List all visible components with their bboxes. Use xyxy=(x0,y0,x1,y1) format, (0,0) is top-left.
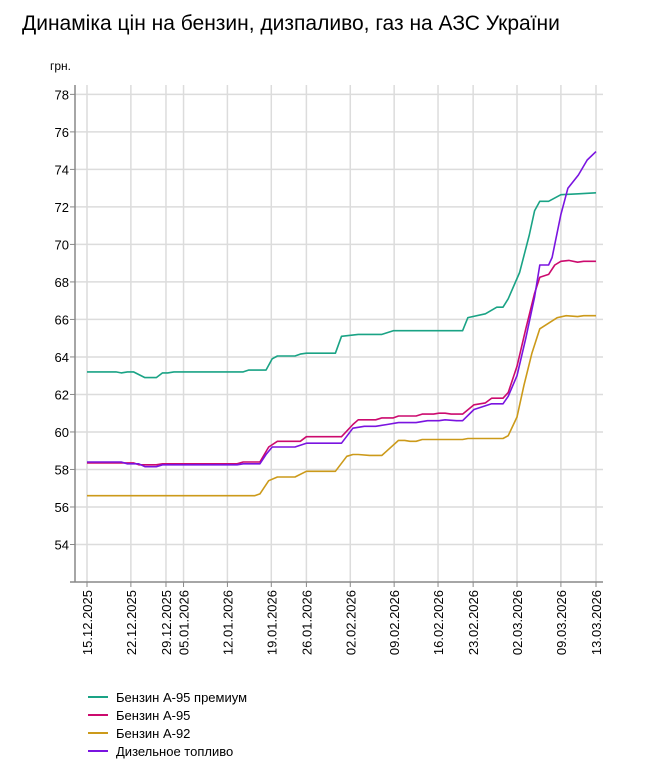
y-tick-label: 64 xyxy=(55,350,69,365)
legend-label: Бензин А-95 премиум xyxy=(116,689,248,705)
series-line-2 xyxy=(87,314,596,497)
x-tick-label: 15.12.2025 xyxy=(80,590,95,655)
y-tick-label: 78 xyxy=(55,87,69,102)
x-tick-label: 29.12.2025 xyxy=(159,590,174,655)
legend-label: Дизельное топливо xyxy=(116,743,234,759)
x-tick-label: 09.02.2026 xyxy=(387,590,402,655)
y-tick-label: 68 xyxy=(55,275,69,290)
line-chart: 54 56 58 60 62 64 66 68 70 72 74 76 78 грн. 15.12.2025… xyxy=(50,59,604,655)
legend-swatch xyxy=(88,696,108,698)
y-tick-label: 66 xyxy=(55,312,69,327)
series-line-3 xyxy=(87,151,597,468)
chart-title: Динаміка цін на бензин, дизпаливо, газ н… xyxy=(22,12,560,35)
y-tick-label: 72 xyxy=(55,200,69,215)
legend-item: Бензин А-95 xyxy=(88,706,247,724)
legend-swatch xyxy=(88,732,108,734)
y-tick-label: 76 xyxy=(55,125,69,140)
x-tick-label: 23.02.2026 xyxy=(466,590,481,655)
y-tick-label: 58 xyxy=(55,462,69,477)
x-tick-label: 16.02.2026 xyxy=(431,590,446,655)
x-tick-label: 05.01.2026 xyxy=(177,590,192,655)
x-tick-label: 19.01.2026 xyxy=(264,590,279,655)
legend-swatch xyxy=(88,750,108,752)
legend-label: Бензин А-95 xyxy=(116,707,191,723)
y-tick-label: 62 xyxy=(55,387,69,402)
legend-item: Дизельное топливо xyxy=(88,742,247,760)
y-tick-label: 74 xyxy=(55,162,69,177)
y-axis-label: грн. xyxy=(50,59,71,73)
y-tick-label: 60 xyxy=(55,425,69,440)
x-tick-label: 02.03.2026 xyxy=(510,590,525,655)
x-tick-label: 26.01.2026 xyxy=(299,590,314,655)
legend-item: Бензин А-92 xyxy=(88,724,247,742)
y-tick-label: 56 xyxy=(55,500,69,515)
y-tick-label: 54 xyxy=(55,537,69,552)
x-tick-label: 09.03.2026 xyxy=(554,590,569,655)
y-tick-label: 70 xyxy=(55,237,69,252)
x-tick-label: 12.01.2026 xyxy=(220,590,235,655)
x-tick-label: 22.12.2025 xyxy=(124,590,139,655)
legend: Бензин А-95 премиум Бензин А-95 Бензин А-9… xyxy=(88,688,247,760)
x-tick-label: 02.02.2026 xyxy=(343,590,358,655)
series-line-0 xyxy=(87,192,597,379)
series-line-1 xyxy=(87,259,596,466)
x-tick-label: 13.03.2026 xyxy=(589,590,604,655)
legend-label: Бензин А-92 xyxy=(116,725,191,741)
legend-item: Бензин А-95 премиум xyxy=(88,688,247,706)
legend-swatch xyxy=(88,714,108,716)
